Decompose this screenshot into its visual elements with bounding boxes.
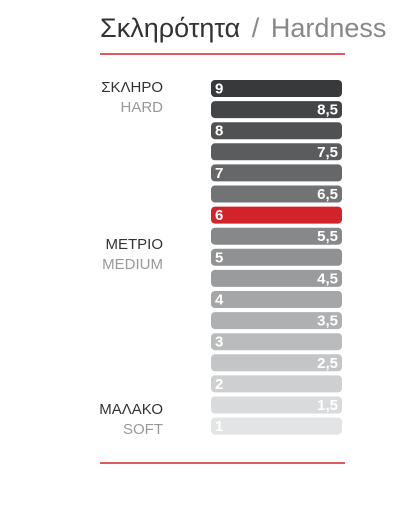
scale-bar — [211, 122, 342, 140]
scale-label: 8,5 — [317, 102, 338, 119]
scale-bar — [211, 101, 342, 119]
scale-label: 5,5 — [317, 228, 338, 245]
scale-bar — [211, 354, 342, 372]
scale-bar — [211, 312, 342, 330]
scale-bar — [211, 143, 342, 161]
scale-bar — [211, 333, 342, 351]
scale-bar — [211, 248, 342, 266]
scale-label: 2 — [215, 376, 223, 393]
scale-label: 7 — [215, 165, 223, 182]
title-english: Hardness — [271, 13, 387, 43]
group-english: MEDIUM — [102, 256, 163, 273]
scale-label: 6,5 — [317, 186, 338, 203]
scale-bar — [211, 375, 342, 393]
group-greek: ΜΕΤΡΙΟ — [105, 236, 163, 253]
scale-bar — [211, 291, 342, 308]
scale-label: 4,5 — [317, 270, 338, 287]
scale-label: 1 — [215, 418, 223, 435]
scale-bar — [211, 206, 342, 224]
scale-bar — [211, 80, 342, 97]
scale-bar — [211, 269, 342, 287]
scale-label: 9 — [215, 80, 223, 97]
scale-label: 6 — [215, 207, 223, 224]
group-greek: ΜΑΛΑΚΟ — [99, 401, 163, 418]
scale-label: 2,5 — [317, 355, 338, 372]
scale-label: 4 — [215, 291, 224, 308]
group-greek: ΣΚΛΗΡΟ — [101, 79, 163, 96]
scale-bar — [211, 417, 342, 435]
scale-label: 7,5 — [317, 144, 338, 161]
scale-bar — [211, 164, 342, 182]
scale-label: 1,5 — [317, 397, 338, 414]
group-english: HARD — [120, 99, 163, 116]
scale-label: 3,5 — [317, 313, 338, 330]
group-english: SOFT — [123, 421, 163, 438]
scale-label: 5 — [215, 249, 223, 266]
scale-label: 8 — [215, 123, 223, 140]
title-separator: / — [252, 13, 260, 43]
scale-bar — [211, 227, 342, 245]
scale-bar — [211, 185, 342, 203]
scale-label: 3 — [215, 334, 223, 351]
scale-bar — [211, 396, 342, 414]
title-greek: Σκληρότητα — [100, 13, 240, 43]
title: Σκληρότητα / Hardness — [100, 13, 386, 43]
